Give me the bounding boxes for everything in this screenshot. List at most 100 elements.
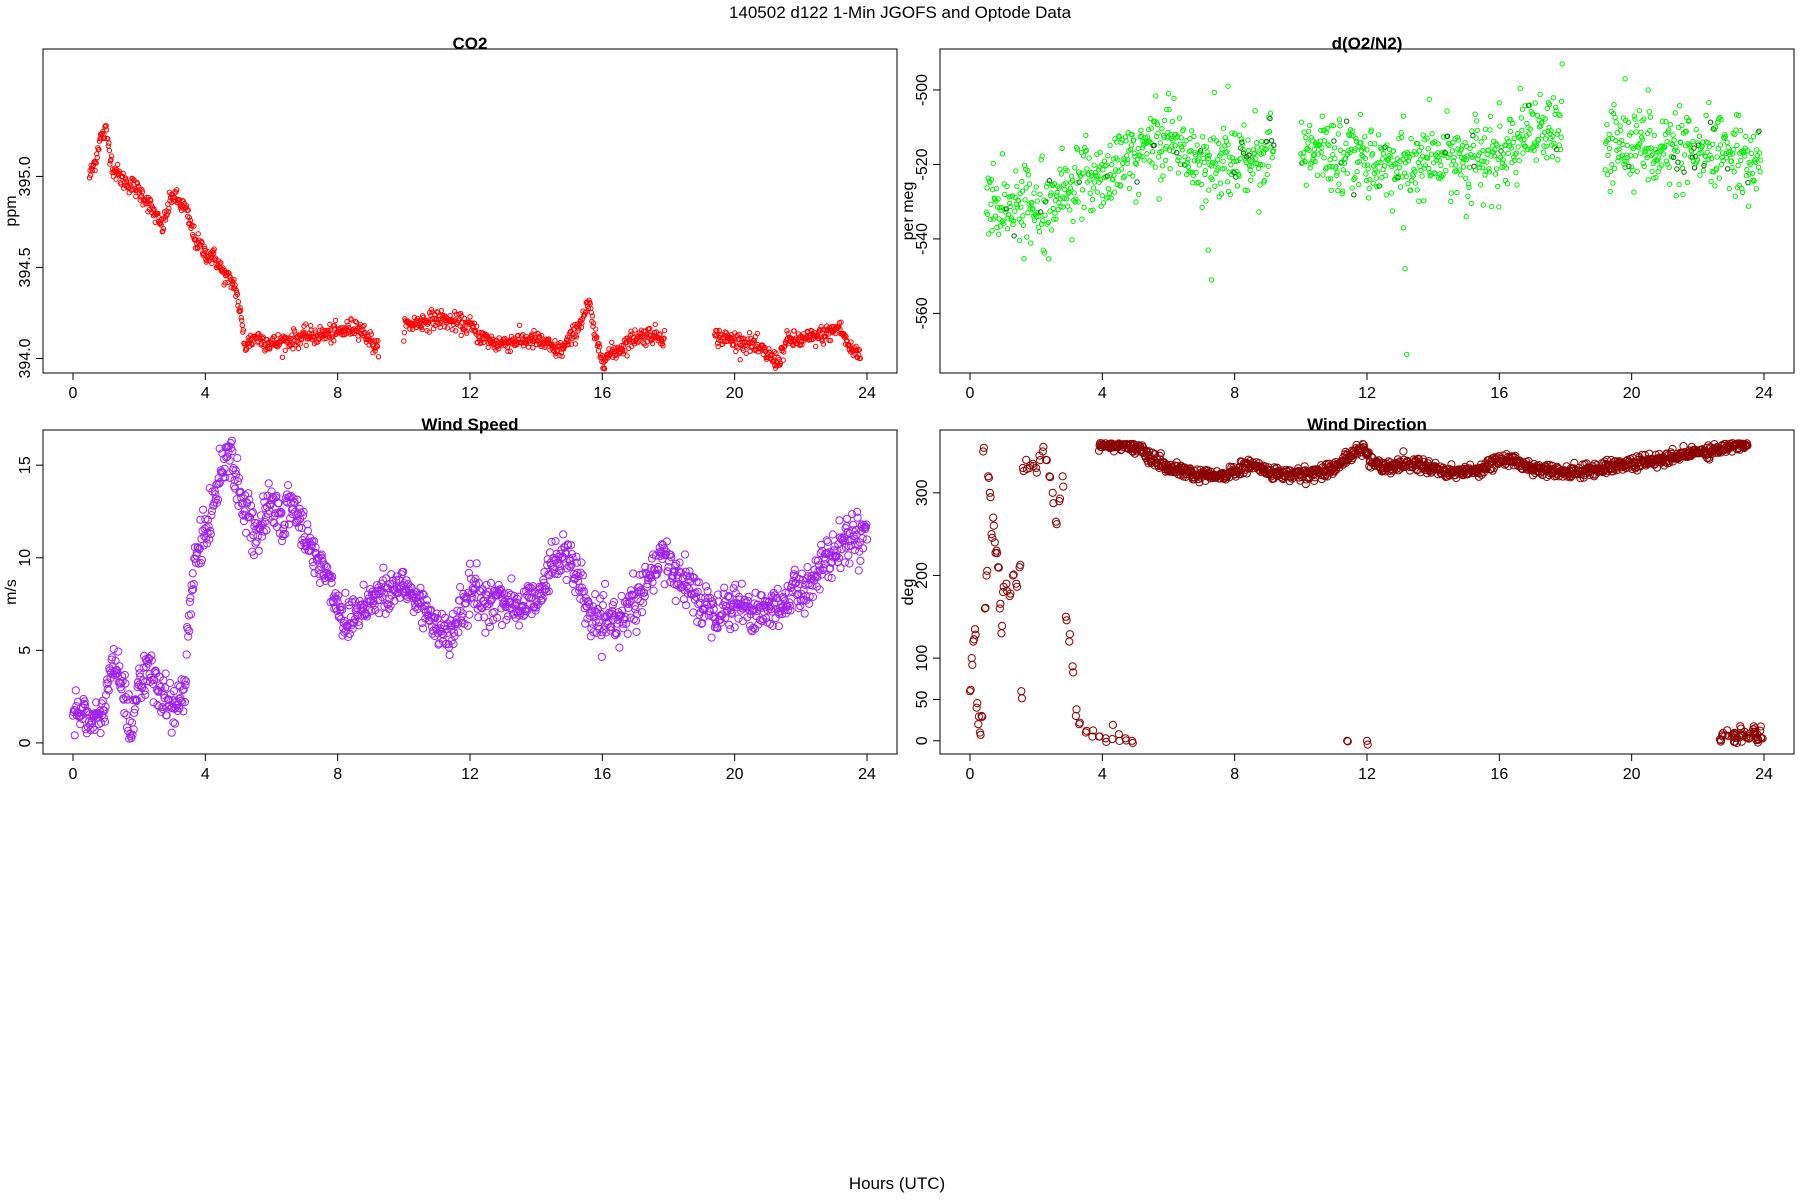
o2n2-point <box>1190 172 1197 179</box>
o2n2-point <box>1160 173 1166 179</box>
o2n2-point <box>1416 198 1422 204</box>
wspd-x-tick-label: 0 <box>69 766 78 783</box>
wspd-point <box>703 587 712 596</box>
o2n2-point <box>1234 183 1241 189</box>
o2n2-point <box>1344 170 1350 176</box>
co2-point <box>285 335 292 341</box>
o2n2-point <box>1735 162 1741 169</box>
co2-point <box>575 328 581 334</box>
o2n2-point <box>1040 247 1047 253</box>
o2n2-point <box>1331 145 1338 151</box>
o2n2-point <box>1456 150 1462 157</box>
o2n2-point <box>1716 175 1723 181</box>
o2n2-point <box>1368 127 1375 133</box>
o2n2-point <box>1434 150 1441 156</box>
o2n2-point <box>988 201 994 207</box>
o2n2-point <box>1238 136 1245 142</box>
o2n2-point <box>1539 119 1545 126</box>
o2n2-point <box>1306 147 1312 154</box>
o2n2-point <box>1342 155 1349 162</box>
o2n2-point <box>1350 128 1356 134</box>
o2n2-point <box>1606 145 1613 152</box>
o2n2-point <box>1067 207 1073 213</box>
o2n2-point <box>1354 168 1360 175</box>
wspd-point <box>701 582 711 591</box>
o2n2-point <box>1541 129 1548 136</box>
o2n2-point <box>1171 95 1177 102</box>
o2n2-point <box>1509 120 1516 127</box>
o2n2-point <box>1245 137 1251 143</box>
o2n2-point <box>1158 148 1165 155</box>
o2n2-point <box>1399 134 1405 141</box>
o2n2-point <box>1748 150 1755 157</box>
o2n2-point <box>1362 155 1369 162</box>
o2n2-point <box>984 185 990 191</box>
o2n2-point <box>1126 185 1133 192</box>
o2n2-point <box>1107 142 1113 149</box>
o2n2-point <box>1330 151 1336 158</box>
wspd-point <box>637 608 647 617</box>
o2n2-point <box>1169 143 1175 149</box>
o2n2-point <box>1389 208 1396 214</box>
o2n2-point <box>1249 163 1255 169</box>
co2-point <box>661 327 668 334</box>
co2-point <box>303 321 309 327</box>
o2n2-point <box>1011 233 1017 239</box>
o2n2-point <box>1036 213 1042 220</box>
o2n2-point <box>1500 157 1506 163</box>
o2n2-point <box>993 185 1000 192</box>
wspd-x-tick-label: 20 <box>726 766 744 783</box>
o2n2-point <box>1524 146 1531 153</box>
o2n2-point <box>1255 165 1262 172</box>
wspd-point <box>120 670 129 680</box>
o2n2-point <box>1463 156 1470 163</box>
o2n2-point <box>1057 166 1063 173</box>
co2-point <box>331 323 338 329</box>
co2-point <box>856 347 862 353</box>
co2-point <box>282 347 288 353</box>
co2-point <box>771 357 777 363</box>
co2-point <box>777 360 784 366</box>
o2n2-point <box>1643 152 1649 158</box>
co2-point <box>360 324 366 330</box>
co2-point <box>156 214 162 221</box>
co2-point <box>135 184 142 190</box>
o2n2-point <box>1558 98 1565 105</box>
co2-point <box>660 343 666 349</box>
o2n2-point <box>1019 178 1025 185</box>
o2n2-point <box>1269 155 1275 161</box>
o2n2-point <box>1720 157 1726 164</box>
co2-point <box>116 168 123 175</box>
o2n2-point <box>1515 144 1521 150</box>
co2-point <box>618 345 624 352</box>
co2-point <box>355 337 362 343</box>
o2n2-point <box>1222 143 1228 149</box>
o2n2-point <box>1602 167 1608 173</box>
o2n2-point <box>1200 134 1206 140</box>
o2n2-point <box>1174 150 1180 156</box>
o2n2-point <box>1151 142 1157 149</box>
o2n2-point <box>1504 136 1510 142</box>
o2n2-point <box>1550 133 1556 140</box>
o2n2-point <box>1055 206 1061 213</box>
wspd-point <box>258 532 267 541</box>
o2n2-point <box>1118 139 1124 146</box>
o2n2-point <box>1739 189 1746 196</box>
o2n2-point <box>1199 204 1205 211</box>
o2n2-point <box>1458 172 1464 178</box>
o2n2-point <box>1261 178 1268 184</box>
o2n2-point <box>1144 151 1150 157</box>
o2n2-point <box>1182 154 1188 160</box>
o2n2-point <box>1472 167 1479 173</box>
o2n2-point <box>1670 132 1676 138</box>
o2n2-point <box>1375 132 1382 138</box>
o2n2-point <box>1004 183 1010 190</box>
o2n2-point <box>1641 116 1647 122</box>
o2n2-point <box>1072 199 1079 205</box>
o2n2-point <box>1632 116 1638 122</box>
wspd-point <box>227 436 236 445</box>
wspd-point <box>707 633 716 642</box>
o2n2-point <box>1148 125 1155 131</box>
wspd-point <box>127 718 137 727</box>
o2n2-point <box>1647 127 1653 134</box>
